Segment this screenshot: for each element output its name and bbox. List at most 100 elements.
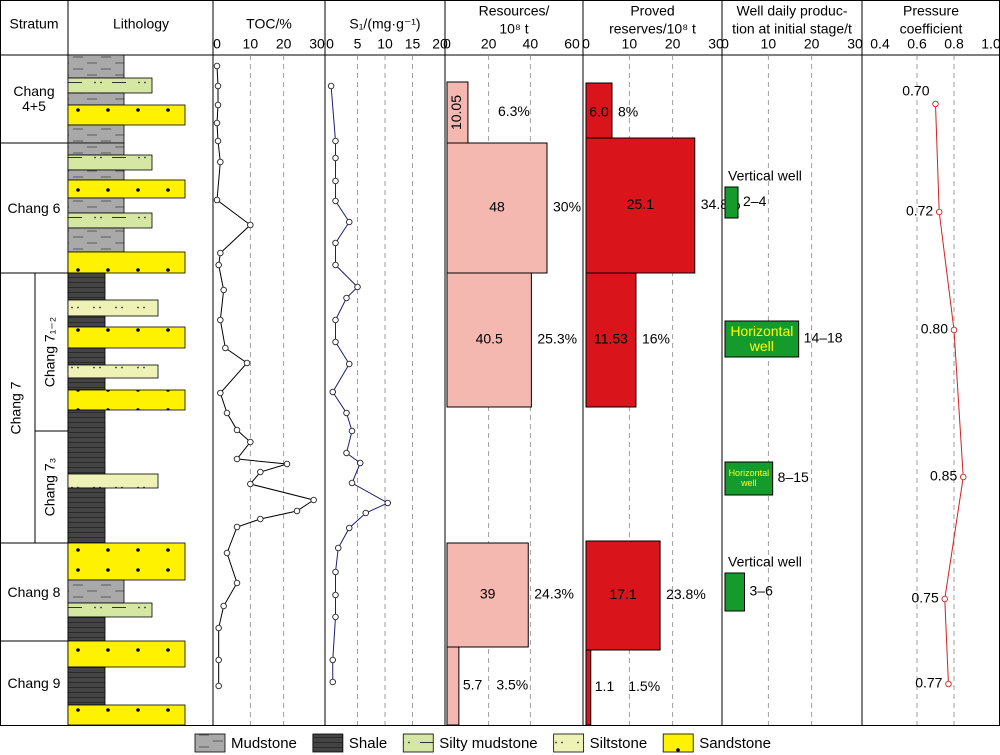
lithology-layer bbox=[67, 409, 106, 475]
legend-swatch bbox=[553, 733, 585, 753]
data-point bbox=[332, 613, 339, 621]
data-point bbox=[223, 409, 231, 417]
lithology-layer bbox=[67, 473, 159, 489]
data-point bbox=[217, 158, 224, 166]
chart-title: reserves/10⁸ t bbox=[609, 21, 696, 37]
data-point bbox=[215, 682, 222, 690]
bar bbox=[724, 320, 800, 358]
annotation: 3–6 bbox=[750, 583, 774, 599]
stratum-label: Chang 6 bbox=[7, 199, 61, 216]
data-point bbox=[257, 515, 264, 523]
well-type-label: Horizontal well bbox=[730, 323, 794, 354]
annotation: 6.3% bbox=[498, 103, 530, 119]
legend-swatch bbox=[662, 733, 694, 753]
lithology-layer bbox=[67, 616, 106, 642]
x-tick-label: 20 bbox=[481, 36, 497, 52]
stratum-label-box: Chang 6 bbox=[7, 199, 61, 216]
data-point bbox=[932, 100, 939, 108]
x-tick-label: 30 bbox=[847, 36, 863, 52]
value-label: 48 bbox=[489, 199, 505, 215]
lithology-layer bbox=[67, 197, 125, 214]
annotation: 2–4 bbox=[743, 193, 767, 209]
value-label: 39 bbox=[480, 586, 496, 602]
value-label: 0.72 bbox=[906, 203, 933, 219]
lithology-layer bbox=[67, 154, 153, 171]
data-point bbox=[941, 595, 949, 603]
value-label: 0.85 bbox=[930, 468, 957, 484]
lithology-layer bbox=[67, 212, 153, 229]
legend-swatch bbox=[402, 733, 434, 753]
data-point bbox=[343, 409, 350, 417]
data-point bbox=[220, 602, 227, 610]
bar bbox=[446, 272, 532, 408]
x-tick-label: 0 bbox=[443, 36, 451, 52]
data-point bbox=[247, 480, 254, 488]
lithology-layer bbox=[67, 251, 186, 274]
header: Stratum bbox=[9, 16, 58, 32]
data-point bbox=[950, 326, 958, 334]
lithology-layer bbox=[67, 227, 125, 253]
x-tick-label: 20 bbox=[276, 36, 292, 52]
data-point bbox=[343, 294, 350, 302]
value-label: 5.7 bbox=[463, 677, 483, 693]
data-point bbox=[332, 239, 339, 247]
data-point bbox=[217, 389, 224, 397]
data-point bbox=[329, 388, 337, 396]
data-point bbox=[329, 656, 337, 664]
lithology-layer bbox=[67, 704, 186, 726]
lithology-layer bbox=[67, 579, 125, 604]
data-point bbox=[335, 544, 342, 552]
x-tick-label: 0 bbox=[213, 36, 221, 52]
lithology-layer bbox=[67, 666, 106, 706]
data-point bbox=[960, 473, 967, 481]
stratum-label-box: Chang 8 bbox=[8, 584, 61, 599]
chart-title: coefficient bbox=[900, 21, 963, 37]
lithology-layer bbox=[67, 142, 125, 156]
x-tick-label: 15 bbox=[405, 36, 421, 52]
bar bbox=[585, 82, 613, 144]
profile-line bbox=[935, 103, 964, 685]
lithology-layer bbox=[67, 77, 153, 94]
legend-label: Silty mudstone bbox=[439, 735, 537, 752]
chart-title: S₁/(mg·g⁻¹) bbox=[349, 16, 420, 32]
data-point bbox=[293, 507, 301, 515]
data-point bbox=[357, 459, 364, 467]
annotation: 1.5% bbox=[628, 678, 660, 694]
data-point bbox=[214, 137, 222, 145]
well-type-label: Vertical well bbox=[728, 554, 802, 570]
bar bbox=[585, 137, 696, 274]
x-tick-label: 0.6 bbox=[907, 36, 927, 52]
value-label: 1.1 bbox=[595, 678, 615, 694]
data-point bbox=[217, 249, 224, 257]
lithology-layer bbox=[67, 640, 186, 668]
data-point bbox=[346, 218, 353, 226]
x-tick-label: 10 bbox=[243, 36, 259, 52]
data-point bbox=[233, 523, 241, 531]
data-point bbox=[214, 101, 222, 109]
annotation: 8–15 bbox=[778, 469, 809, 485]
x-tick-label: 0 bbox=[582, 36, 590, 52]
well-type-label-box: Horizontal well bbox=[728, 468, 770, 488]
value-label: 0.75 bbox=[912, 590, 939, 606]
x-tick-label: 10 bbox=[761, 36, 777, 52]
data-point bbox=[247, 438, 254, 446]
value-label: 17.1 bbox=[609, 586, 636, 602]
well-type-label: Horizontal well bbox=[728, 468, 770, 488]
lithology-layer bbox=[67, 169, 125, 181]
bar bbox=[724, 461, 774, 496]
annotation: 30% bbox=[553, 199, 581, 215]
data-point bbox=[220, 286, 227, 294]
x-tick-label: 20 bbox=[804, 36, 820, 52]
data-point bbox=[384, 499, 392, 507]
value-label: 0.70 bbox=[902, 83, 929, 99]
data-point bbox=[332, 154, 339, 162]
substratum-label: Chang 7₁₋₂ bbox=[42, 317, 58, 387]
lithology-layer bbox=[67, 347, 106, 366]
x-tick-label: 20 bbox=[432, 36, 448, 52]
chart-title: Resources/ bbox=[479, 3, 550, 19]
value-label: 10.05 bbox=[448, 95, 464, 130]
x-tick-label: 60 bbox=[564, 36, 580, 52]
data-point bbox=[233, 579, 241, 587]
stratum-label-box: Chang 4+5 bbox=[13, 84, 54, 113]
value-label: 11.53 bbox=[594, 331, 628, 347]
